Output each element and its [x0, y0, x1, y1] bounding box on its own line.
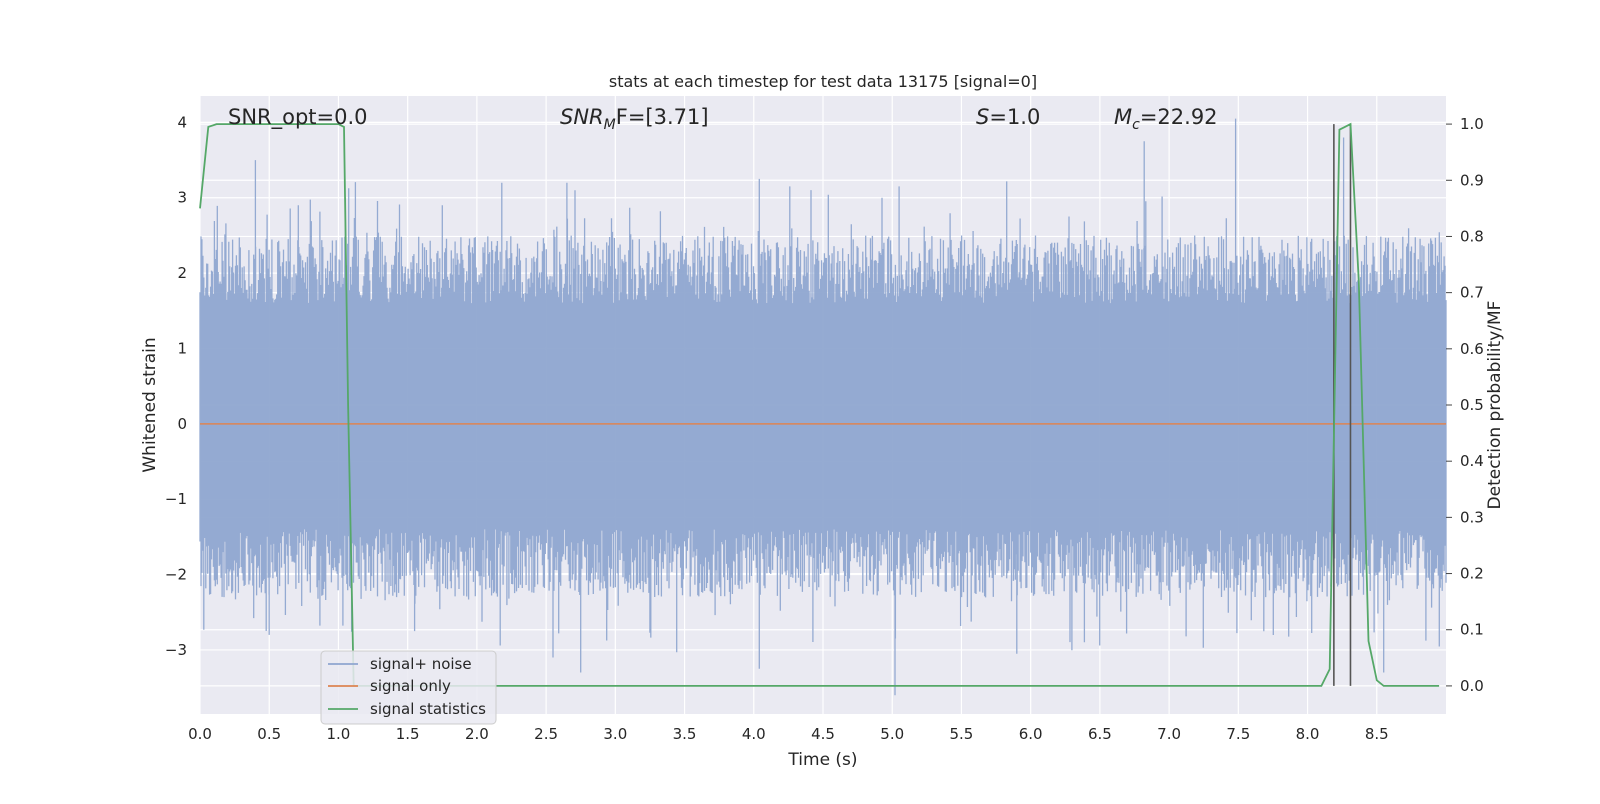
legend-box [320, 650, 497, 725]
legend-label-signal-only: signal only [370, 677, 451, 695]
series-signal-statistics [199, 122, 1440, 687]
x-tick-label: 1.5 [396, 725, 420, 743]
y-right-tick-label: 0.9 [1460, 171, 1484, 189]
x-tick-label: 0.5 [257, 725, 281, 743]
y-right-tick-label: 0.3 [1460, 508, 1484, 526]
x-axis-label: Time (s) [787, 750, 857, 770]
x-tick-label: 5.5 [950, 725, 974, 743]
annotation-mc: Mc=22.92 [1114, 105, 1218, 133]
x-tick-label: 5.0 [880, 725, 904, 743]
y-right-tick-label: 0.2 [1460, 565, 1484, 583]
y-left-tick-label: −2 [165, 566, 187, 584]
y-left-tick-label: −1 [165, 490, 187, 508]
x-tick-label: 8.0 [1296, 725, 1320, 743]
y-axis-left-ticks: −3 −2 −1 0 1 2 3 4 [165, 113, 187, 659]
y-left-tick-label: 4 [177, 113, 187, 131]
x-tick-label: 0.0 [188, 725, 212, 743]
series-signal-noise [199, 118, 1447, 696]
y-left-tick-label: 2 [177, 264, 187, 282]
x-tick-label: 3.5 [673, 725, 697, 743]
x-tick-label: 3.0 [603, 725, 627, 743]
x-tick-label: 1.0 [327, 725, 351, 743]
y-right-tick-label: 0.0 [1460, 677, 1484, 695]
chart-title: stats at each timestep for test data 131… [609, 72, 1037, 91]
y-left-tick-label: 1 [177, 339, 187, 357]
legend: signal+ noise signal only signal statist… [320, 650, 497, 725]
x-axis-ticks: 0.0 0.5 1.0 1.5 2.0 2.5 3.0 3.5 4.0 4.5 5.0 5.5 6.0 6… [188, 725, 1389, 743]
x-tick-label: 7.0 [1157, 725, 1181, 743]
y-right-tick-label: 0.4 [1460, 452, 1484, 470]
x-tick-label: 6.0 [1019, 725, 1043, 743]
noise-trace [199, 118, 1447, 696]
legend-label-signal-statistics: signal statistics [370, 700, 486, 718]
x-tick-label: 2.0 [465, 725, 489, 743]
y-axis-left-label: Whitened strain [140, 337, 160, 472]
y-axis-right-label: Detection probability/MF [1485, 301, 1505, 510]
x-tick-label: 4.0 [742, 725, 766, 743]
x-tick-label: 7.5 [1226, 725, 1250, 743]
x-tick-label: 8.5 [1365, 725, 1389, 743]
y-axis-right-ticks: 0.0 0.1 0.2 0.3 0.4 0.5 0.6 0.7 0.8 0.9 1.0 [1446, 115, 1484, 695]
y-right-tick-label: 0.7 [1460, 284, 1484, 302]
y-right-tick-label: 0.8 [1460, 227, 1484, 245]
y-right-tick-label: 1.0 [1460, 115, 1484, 133]
y-left-tick-label: 3 [177, 189, 187, 207]
x-tick-label: 4.5 [811, 725, 835, 743]
annotation-snr-mf: SNRMF=[3.71] [560, 105, 709, 133]
annotation-s: S=1.0 [976, 105, 1040, 129]
y-left-tick-label: 0 [177, 415, 187, 433]
y-right-tick-label: 0.5 [1460, 396, 1484, 414]
x-tick-label: 2.5 [534, 725, 558, 743]
legend-label-signal-noise: signal+ noise [370, 655, 472, 673]
y-right-tick-label: 0.6 [1460, 340, 1484, 358]
annotation-snr-opt: SNR_opt=0.0 [228, 105, 368, 130]
y-left-tick-label: −3 [165, 641, 187, 659]
y-right-tick-label: 0.1 [1460, 621, 1484, 639]
x-tick-label: 6.5 [1088, 725, 1112, 743]
